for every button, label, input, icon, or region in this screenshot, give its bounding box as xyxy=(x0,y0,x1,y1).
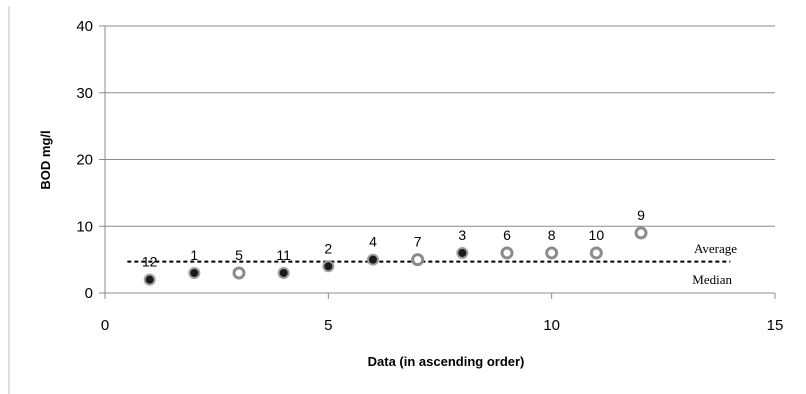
point-label: 2 xyxy=(324,240,332,256)
point-filled xyxy=(143,273,156,286)
point-filled xyxy=(322,260,335,273)
y-tick-label: 20 xyxy=(76,152,93,169)
point-hollow xyxy=(634,226,648,240)
point-label: 9 xyxy=(637,207,645,223)
point-label: 3 xyxy=(458,227,466,243)
point-label: 1 xyxy=(190,247,198,263)
point-label: 12 xyxy=(142,254,158,270)
point-hollow xyxy=(411,253,425,267)
axes xyxy=(99,25,776,299)
data-points xyxy=(143,226,648,286)
point-label: 11 xyxy=(276,247,291,263)
point-label: 5 xyxy=(235,247,243,263)
point-labels: 12 1 5 11 2 4 7 3 6 8 10 9 xyxy=(142,207,645,270)
point-filled xyxy=(367,253,379,266)
gridlines xyxy=(105,25,775,227)
point-hollow xyxy=(232,266,246,280)
y-tick-label: 30 xyxy=(76,85,93,102)
point-label: 8 xyxy=(548,227,556,243)
point-hollow xyxy=(545,246,559,260)
point-label: 4 xyxy=(369,234,377,250)
y-tick-label: 10 xyxy=(76,218,93,235)
x-tick-label: 5 xyxy=(324,317,332,334)
median-label: Median xyxy=(692,272,732,287)
point-filled xyxy=(456,246,469,259)
point-hollow xyxy=(589,246,603,260)
point-filled xyxy=(277,266,290,279)
point-label: 6 xyxy=(503,227,511,243)
average-label: Average xyxy=(694,241,737,256)
x-tick-label: 15 xyxy=(767,317,784,334)
point-hollow xyxy=(500,246,514,260)
x-tick-label: 0 xyxy=(101,317,109,334)
x-axis-title: Data (in ascending order) xyxy=(368,354,525,369)
point-label: 7 xyxy=(414,234,422,250)
point-filled xyxy=(188,266,201,279)
point-label: 10 xyxy=(589,227,605,243)
y-tick-labels: 0 10 20 30 40 xyxy=(76,18,93,302)
x-tick-label: 10 xyxy=(543,317,560,334)
y-tick-label: 0 xyxy=(85,285,93,302)
y-tick-label: 40 xyxy=(76,18,93,35)
x-tick-labels: 0 5 10 15 xyxy=(101,317,784,334)
y-axis-title: BOD mg/l xyxy=(38,130,53,189)
